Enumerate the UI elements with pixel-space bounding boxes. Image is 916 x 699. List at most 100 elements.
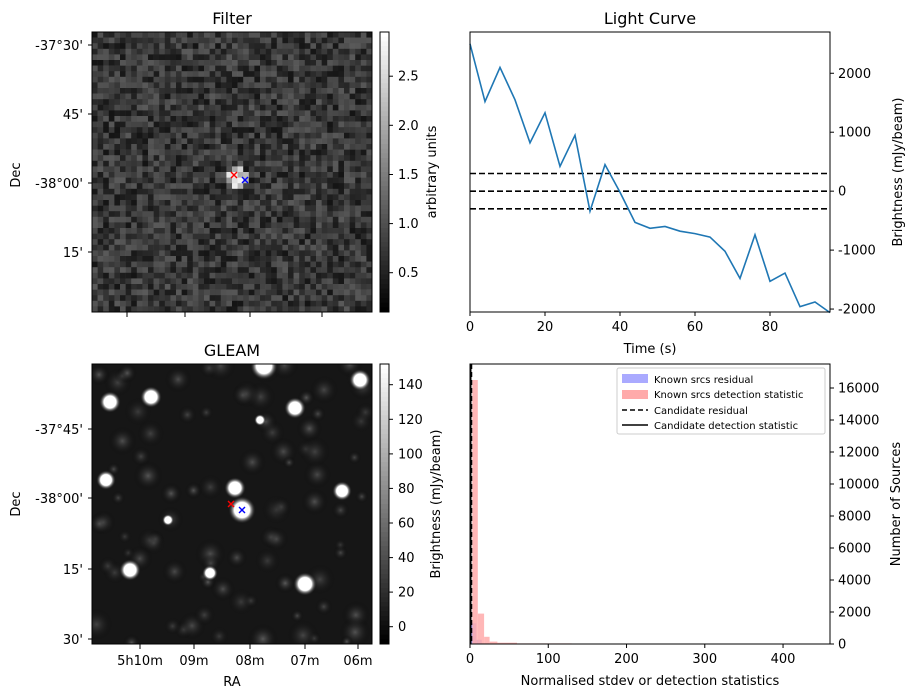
filter-pixel	[232, 211, 238, 218]
filter-pixel	[282, 149, 289, 156]
filter-pixel	[131, 239, 138, 246]
filter-pixel	[125, 32, 132, 38]
filter-pixel	[125, 166, 132, 173]
filter-pixel	[97, 300, 104, 307]
filter-pixel	[248, 71, 255, 78]
filter-pixel	[260, 239, 266, 246]
filter-pixel	[103, 76, 110, 83]
filter-pixel	[321, 99, 328, 106]
filter-pixel	[243, 205, 250, 212]
filter-pixel	[108, 272, 115, 279]
filter-pixel	[321, 261, 328, 268]
filter-pixel	[198, 216, 205, 223]
filter-pixel	[232, 65, 238, 72]
gleam-image	[92, 364, 372, 644]
filter-pixel	[164, 138, 171, 145]
filter-pixel	[271, 289, 278, 296]
filter-pixel	[327, 300, 334, 307]
filter-pixel	[332, 216, 339, 223]
filter-pixel	[226, 295, 233, 302]
filter-pixel	[226, 71, 233, 78]
filter-pixel	[282, 284, 289, 290]
filter-pixel	[215, 104, 222, 111]
filter-pixel	[243, 200, 250, 206]
filter-pixel	[204, 200, 210, 206]
filter-pixel	[293, 183, 300, 190]
filter-pixel	[125, 160, 132, 167]
filter-pixel	[226, 289, 233, 296]
filter-pixel	[226, 222, 233, 229]
filter-pixel	[327, 43, 334, 50]
lightcurve-title: Light Curve	[604, 9, 696, 28]
colorbar-segment	[380, 237, 389, 243]
filter-pixel	[114, 144, 121, 150]
filter-pixel	[170, 267, 177, 274]
filter-pixel	[338, 65, 345, 72]
filter-pixel	[136, 48, 143, 55]
filter-pixel	[220, 177, 227, 184]
gleam-content	[92, 364, 372, 644]
filter-pixel	[159, 127, 166, 134]
filter-pixel	[360, 222, 367, 229]
filter-pixel	[170, 183, 177, 190]
filter-pixel	[288, 295, 294, 302]
filter-pixel	[226, 43, 233, 50]
filter-pixel	[310, 205, 317, 212]
filter-pixel	[360, 43, 367, 50]
filter-pixel	[271, 127, 278, 134]
filter-pixel	[120, 144, 126, 150]
filter-pixel	[349, 121, 356, 128]
filter-pixel	[170, 166, 177, 173]
filter-pixel	[299, 93, 306, 100]
filter-pixel	[344, 32, 350, 38]
filter-pixel	[142, 60, 149, 66]
filter-pixel	[299, 71, 306, 78]
filter-pixel	[360, 138, 367, 145]
gleam-noise-blob	[164, 365, 192, 393]
gleam-noise-blob	[303, 460, 332, 489]
filter-pixel	[215, 194, 222, 201]
filter-pixel	[198, 194, 205, 201]
filter-pixel	[153, 155, 160, 162]
filter-pixel	[321, 205, 328, 212]
filter-pixel	[237, 216, 244, 223]
filter-pixel	[321, 48, 328, 55]
filter-pixel	[304, 256, 311, 262]
colorbar-segment	[380, 134, 389, 140]
filter-pixel	[349, 172, 356, 178]
filter-pixel	[338, 43, 345, 50]
colorbar-segment	[380, 176, 389, 182]
filter-pixel	[142, 239, 149, 246]
filter-pixel	[136, 278, 143, 285]
filter-pixel	[148, 104, 154, 111]
filter-pixel	[215, 82, 222, 89]
filter-pixel	[120, 54, 126, 61]
filter-pixel	[293, 60, 300, 66]
filter-pixel	[215, 261, 222, 268]
filter-pixel	[204, 76, 210, 83]
filter-pixel	[92, 76, 98, 83]
filter-pixel	[265, 127, 272, 134]
filter-pixel	[215, 244, 222, 251]
legend-label: Known srcs residual	[654, 375, 753, 386]
filter-pixel	[316, 48, 322, 55]
filter-pixel	[198, 300, 205, 307]
filter-pixel	[332, 306, 339, 313]
filter-pixel	[237, 272, 244, 279]
filter-pixel	[366, 183, 373, 190]
filter-pixel	[276, 183, 283, 190]
filter-pixel	[92, 155, 98, 162]
filter-pixel	[299, 183, 306, 190]
filter-pixel	[310, 93, 317, 100]
filter-pixel	[209, 76, 216, 83]
filter-pixel	[304, 284, 311, 290]
filter-pixel	[316, 144, 322, 150]
filter-pixel	[344, 88, 350, 94]
filter-pixel	[232, 239, 238, 246]
filter-pixel	[265, 244, 272, 251]
lightcurve-ytick-label: -2000	[838, 303, 876, 318]
filter-pixel	[271, 222, 278, 229]
filter-pixel	[131, 132, 138, 139]
filter-pixel	[187, 267, 194, 274]
filter-pixel	[187, 256, 194, 262]
